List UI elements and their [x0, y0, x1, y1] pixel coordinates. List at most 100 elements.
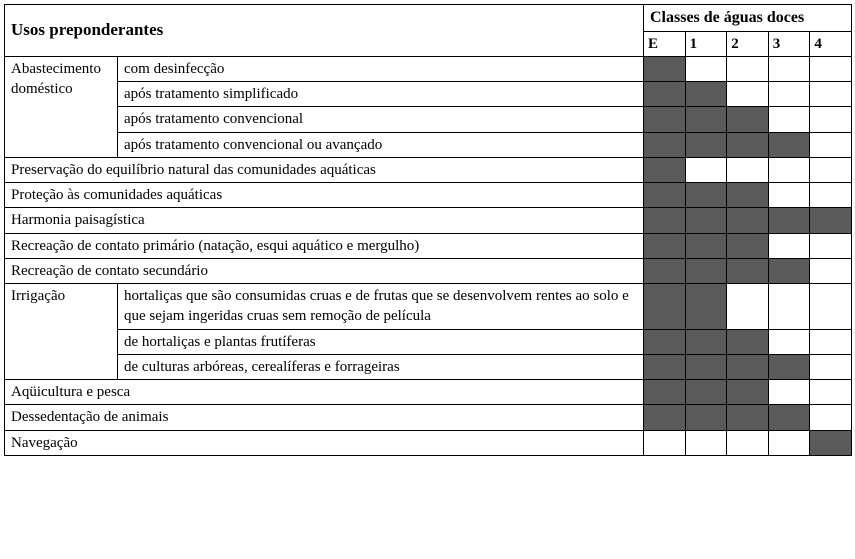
- class-cell-4: [810, 208, 852, 233]
- row-subcategory: hortaliças que são consumidas cruas e de…: [118, 284, 644, 330]
- class-cell-1: [685, 329, 727, 354]
- class-cell-3: [768, 208, 810, 233]
- table-row: de hortaliças e plantas frutíferas: [5, 329, 852, 354]
- class-cell-3: [768, 380, 810, 405]
- class-cell-1: [685, 132, 727, 157]
- row-category: Harmonia paisagística: [5, 208, 644, 233]
- class-cell-E: [644, 107, 686, 132]
- row-subcategory: após tratamento convencional: [118, 107, 644, 132]
- class-cell-1: [685, 354, 727, 379]
- class-cell-1: [685, 405, 727, 430]
- class-cell-E: [644, 430, 686, 455]
- class-cell-4: [810, 405, 852, 430]
- table-body: Abastecimento domésticocom desinfecçãoap…: [5, 56, 852, 455]
- class-cell-4: [810, 56, 852, 81]
- class-cell-1: [685, 258, 727, 283]
- class-cell-3: [768, 233, 810, 258]
- header-col-E: E: [644, 31, 686, 56]
- class-cell-1: [685, 157, 727, 182]
- table-row: Irrigaçãohortaliças que são consumidas c…: [5, 284, 852, 330]
- row-category: Dessedentação de animais: [5, 405, 644, 430]
- class-cell-3: [768, 284, 810, 330]
- table-row: Aqüicultura e pesca: [5, 380, 852, 405]
- class-cell-E: [644, 329, 686, 354]
- class-cell-E: [644, 354, 686, 379]
- class-cell-4: [810, 233, 852, 258]
- row-category: Proteção às comunidades aquáticas: [5, 183, 644, 208]
- class-cell-E: [644, 380, 686, 405]
- class-cell-4: [810, 132, 852, 157]
- row-category: Recreação de contato primário (natação, …: [5, 233, 644, 258]
- class-cell-4: [810, 183, 852, 208]
- class-cell-4: [810, 107, 852, 132]
- class-cell-4: [810, 354, 852, 379]
- class-cell-E: [644, 56, 686, 81]
- class-cell-3: [768, 82, 810, 107]
- table-row: Recreação de contato secundário: [5, 258, 852, 283]
- class-cell-4: [810, 329, 852, 354]
- header-col-1: 1: [685, 31, 727, 56]
- table-row: Abastecimento domésticocom desinfecção: [5, 56, 852, 81]
- class-cell-E: [644, 284, 686, 330]
- class-cell-E: [644, 405, 686, 430]
- table-row: de culturas arbóreas, cerealíferas e for…: [5, 354, 852, 379]
- table-row: Navegação: [5, 430, 852, 455]
- class-cell-4: [810, 82, 852, 107]
- class-cell-E: [644, 157, 686, 182]
- class-cell-2: [727, 56, 769, 81]
- class-cell-2: [727, 284, 769, 330]
- class-cell-2: [727, 208, 769, 233]
- row-category: Navegação: [5, 430, 644, 455]
- row-subcategory: de culturas arbóreas, cerealíferas e for…: [118, 354, 644, 379]
- class-cell-E: [644, 183, 686, 208]
- class-cell-E: [644, 132, 686, 157]
- class-cell-2: [727, 183, 769, 208]
- row-category: Recreação de contato secundário: [5, 258, 644, 283]
- class-cell-1: [685, 233, 727, 258]
- table-header: Usos preponderantes Classes de águas doc…: [5, 5, 852, 57]
- class-cell-3: [768, 354, 810, 379]
- class-cell-3: [768, 430, 810, 455]
- class-cell-3: [768, 405, 810, 430]
- class-cell-3: [768, 258, 810, 283]
- row-category: Aqüicultura e pesca: [5, 380, 644, 405]
- class-cell-2: [727, 132, 769, 157]
- water-classes-table: Usos preponderantes Classes de águas doc…: [4, 4, 852, 456]
- row-subcategory: de hortaliças e plantas frutíferas: [118, 329, 644, 354]
- class-cell-E: [644, 258, 686, 283]
- row-category: Preservação do equilíbrio natural das co…: [5, 157, 644, 182]
- header-main: Usos preponderantes: [5, 5, 644, 57]
- table-row: Proteção às comunidades aquáticas: [5, 183, 852, 208]
- table-row: Harmonia paisagística: [5, 208, 852, 233]
- class-cell-2: [727, 82, 769, 107]
- header-col-2: 2: [727, 31, 769, 56]
- table-row: após tratamento simplificado: [5, 82, 852, 107]
- class-cell-3: [768, 329, 810, 354]
- row-subcategory: com desinfecção: [118, 56, 644, 81]
- table-row: Dessedentação de animais: [5, 405, 852, 430]
- class-cell-2: [727, 329, 769, 354]
- class-cell-1: [685, 56, 727, 81]
- class-cell-2: [727, 354, 769, 379]
- table-row: após tratamento convencional ou avançado: [5, 132, 852, 157]
- class-cell-4: [810, 380, 852, 405]
- class-cell-1: [685, 183, 727, 208]
- header-group: Classes de águas doces: [644, 5, 852, 32]
- class-cell-4: [810, 430, 852, 455]
- class-cell-1: [685, 208, 727, 233]
- class-cell-E: [644, 208, 686, 233]
- class-cell-2: [727, 258, 769, 283]
- class-cell-3: [768, 157, 810, 182]
- table-row: Recreação de contato primário (natação, …: [5, 233, 852, 258]
- row-category: Irrigação: [5, 284, 118, 380]
- row-category: Abastecimento doméstico: [5, 56, 118, 157]
- class-cell-1: [685, 284, 727, 330]
- class-cell-2: [727, 157, 769, 182]
- class-cell-E: [644, 82, 686, 107]
- class-cell-1: [685, 82, 727, 107]
- class-cell-3: [768, 183, 810, 208]
- class-cell-2: [727, 430, 769, 455]
- class-cell-4: [810, 157, 852, 182]
- header-col-4: 4: [810, 31, 852, 56]
- table-row: após tratamento convencional: [5, 107, 852, 132]
